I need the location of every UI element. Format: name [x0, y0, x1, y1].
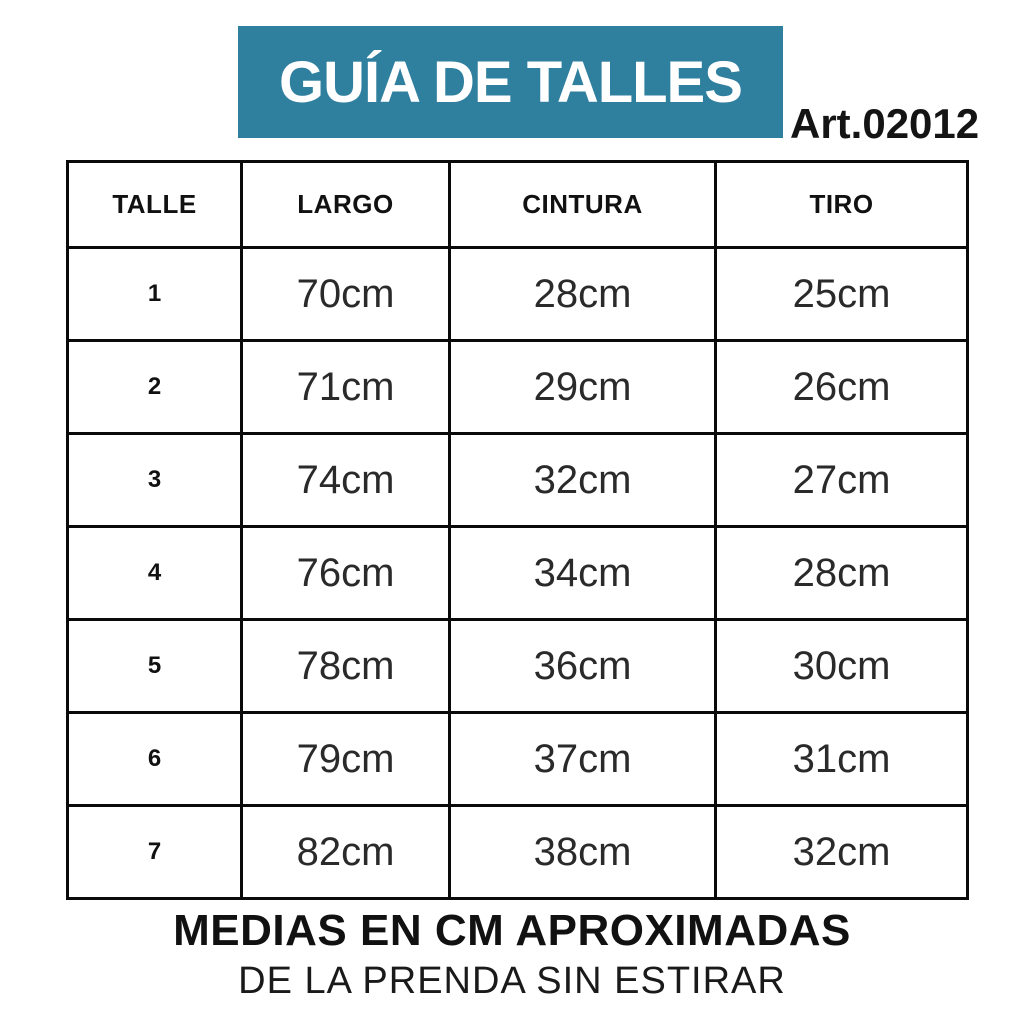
cell-talle: 5	[66, 618, 243, 714]
header-cell-talle: TALLE	[66, 160, 243, 249]
cell-talle: 2	[66, 339, 243, 435]
header-cell-largo: LARGO	[240, 160, 451, 249]
size-table: TALLE LARGO CINTURA TIRO 1 70cm 28cm 25c…	[66, 160, 969, 900]
cell-talle: 4	[66, 525, 243, 621]
cell-tiro: 25cm	[714, 246, 969, 342]
cell-tiro: 28cm	[714, 525, 969, 621]
article-number: Art.02012	[790, 100, 980, 147]
header-cell-tiro: TIRO	[714, 160, 969, 249]
cell-cintura: 32cm	[448, 432, 717, 528]
cell-cintura: 38cm	[448, 804, 717, 900]
table-row: 6 79cm 37cm 31cm	[66, 711, 969, 807]
cell-talle: 3	[66, 432, 243, 528]
footer-note-secondary: DE LA PRENDA SIN ESTIRAR	[238, 960, 786, 1002]
cell-tiro: 27cm	[714, 432, 969, 528]
cell-largo: 74cm	[240, 432, 451, 528]
table-row: 7 82cm 38cm 32cm	[66, 804, 969, 900]
cell-largo: 79cm	[240, 711, 451, 807]
cell-largo: 76cm	[240, 525, 451, 621]
cell-cintura: 36cm	[448, 618, 717, 714]
table-row: 4 76cm 34cm 28cm	[66, 525, 969, 621]
cell-talle: 6	[66, 711, 243, 807]
table-row: 3 74cm 32cm 27cm	[66, 432, 969, 528]
cell-cintura: 34cm	[448, 525, 717, 621]
footer-note-primary: MEDIAS EN CM APROXIMADAS	[173, 906, 851, 955]
cell-cintura: 29cm	[448, 339, 717, 435]
table-row: 2 71cm 29cm 26cm	[66, 339, 969, 435]
cell-tiro: 31cm	[714, 711, 969, 807]
cell-tiro: 32cm	[714, 804, 969, 900]
table-row: 1 70cm 28cm 25cm	[66, 246, 969, 342]
table-header-row: TALLE LARGO CINTURA TIRO	[66, 160, 969, 249]
cell-tiro: 26cm	[714, 339, 969, 435]
cell-largo: 78cm	[240, 618, 451, 714]
cell-largo: 82cm	[240, 804, 451, 900]
table-row: 5 78cm 36cm 30cm	[66, 618, 969, 714]
cell-largo: 70cm	[240, 246, 451, 342]
page-title: GUÍA DE TALLES	[279, 49, 743, 115]
cell-cintura: 37cm	[448, 711, 717, 807]
cell-talle: 1	[66, 246, 243, 342]
cell-cintura: 28cm	[448, 246, 717, 342]
title-banner: GUÍA DE TALLES	[238, 26, 783, 138]
cell-talle: 7	[66, 804, 243, 900]
cell-largo: 71cm	[240, 339, 451, 435]
header-cell-cintura: CINTURA	[448, 160, 717, 249]
cell-tiro: 30cm	[714, 618, 969, 714]
